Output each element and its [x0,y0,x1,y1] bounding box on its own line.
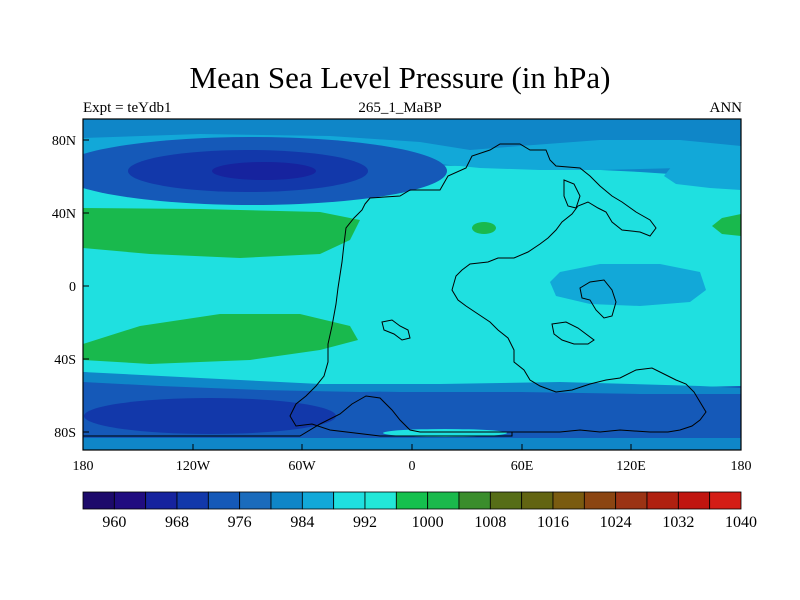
contour-high-1004-ne [712,214,741,236]
contour-field [83,119,741,450]
coastline-island-b [551,321,595,345]
colorbar-swatch [552,491,585,510]
colorbar-label: 1032 [662,514,694,531]
contour-low-988-equator [550,264,706,306]
colorbar-swatch [427,491,460,510]
contour-low-960 [212,162,316,180]
colorbar-swatch [82,491,115,510]
x-tick-label: 60E [511,459,534,474]
coastline-island-a [381,319,411,341]
colorbar-swatch [615,491,648,510]
colorbar-label: 968 [165,514,189,531]
season-label: ANN [709,100,743,116]
contour-high-1004-south [83,314,358,364]
colorbar-swatch [646,491,679,510]
contour-high-1004-small [472,222,496,234]
colorbar-swatch [301,491,335,510]
colorbar-label: 1016 [537,514,569,531]
colorbar-swatch [489,491,523,510]
colorbar-swatch [239,491,272,510]
colorbar-swatch [364,491,397,510]
colorbar-swatch [145,491,178,510]
colorbar-swatch [521,491,554,510]
colorbar-swatch [333,491,366,510]
continent-outlines [83,143,707,437]
colorbar: 960 968 976 984 992 1000 1008 1016 1024 1032 1040 [82,491,757,531]
colorbar-label: 984 [290,514,314,531]
colorbar-label: 992 [353,514,377,531]
contour-low-972-south [84,398,336,434]
y-tick-label: 0 [69,280,76,295]
colorbar-swatch [677,491,711,510]
colorbar-swatch [113,491,147,510]
colorbar-label: 1024 [600,514,632,531]
y-tick-label: 40N [52,207,76,222]
y-tick-label: 40S [54,353,76,368]
colorbar-label: 1000 [412,514,444,531]
colorbar-label: 1040 [725,514,757,531]
colorbar-swatch [270,491,303,510]
experiment-label: Expt = teYdb1 [83,100,172,116]
x-tick-label: 120W [176,459,211,474]
coastline-antarctic [83,395,513,437]
contour-band-988-east [664,150,741,190]
colorbar-label: 960 [102,514,126,531]
time-label: 265_1_MaBP [358,100,442,116]
x-tick-label: 0 [409,459,416,474]
colorbar-swatch [583,491,617,510]
contour-high-1004-north [83,208,360,258]
y-tick-label: 80S [54,426,76,441]
colorbar-label: 1008 [474,514,506,531]
colorbar-swatch [176,491,209,510]
colorbar-label: 976 [228,514,252,531]
coastline-island-c [579,279,617,319]
y-tick-label: 80N [52,134,76,149]
x-tick-label: 120E [616,459,646,474]
colorbar-swatch [395,491,429,510]
coastline-main [289,143,707,437]
coastline-island-d [563,179,581,209]
x-tick-label: 60W [288,459,316,474]
axis-ticks [82,139,742,450]
chart-title: Mean Sea Level Pressure (in hPa) [189,60,611,95]
colorbar-swatch [458,491,491,510]
x-tick-label: 180 [73,459,94,474]
colorbar-swatch [709,491,742,510]
x-tick-label: 180 [731,459,752,474]
colorbar-swatch [207,491,241,510]
